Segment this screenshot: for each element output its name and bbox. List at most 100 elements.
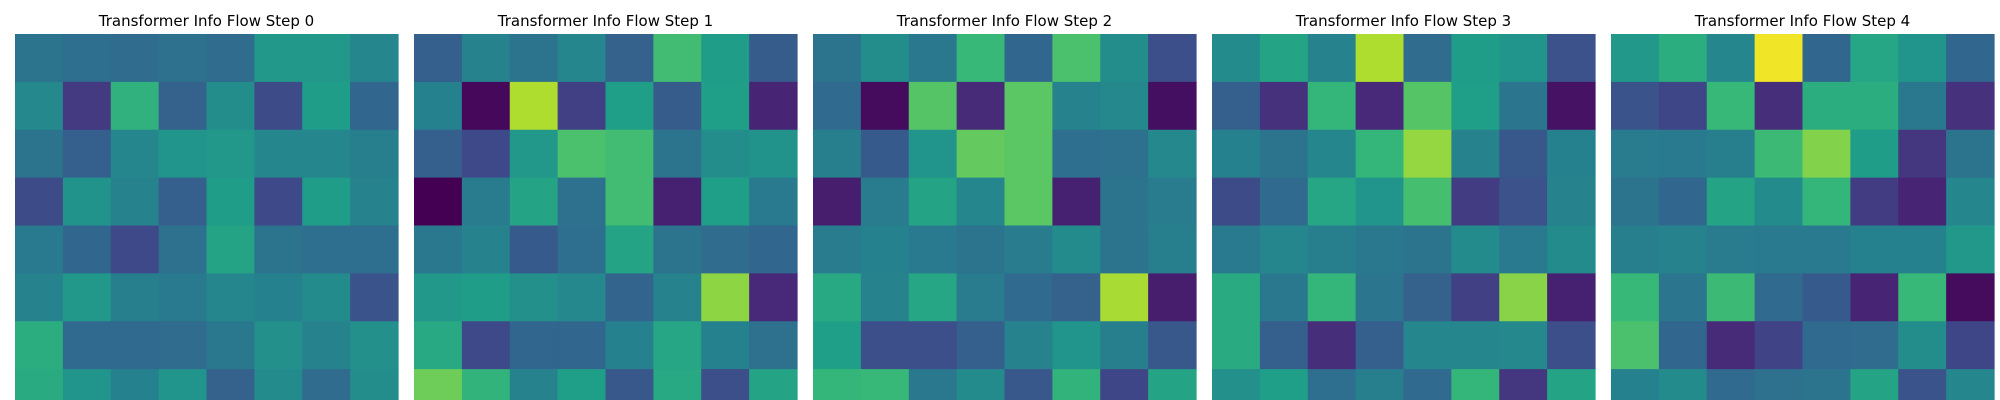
heatmap-cell <box>1355 225 1405 274</box>
heatmap-cell <box>1946 177 1995 227</box>
heatmap-cell <box>1611 177 1660 227</box>
heatmap-cell <box>1946 129 1995 179</box>
heatmap-cell <box>1403 177 1452 227</box>
heatmap-cell <box>1658 273 1708 322</box>
heatmap-cell <box>414 177 463 227</box>
heatmap-cell <box>302 369 351 400</box>
heatmap-cell <box>461 129 511 179</box>
panel-title: Transformer Info Flow Step 2 <box>896 12 1112 30</box>
heatmap-cell <box>1658 369 1708 400</box>
heatmap-cell <box>302 34 351 83</box>
heatmap-cell <box>1658 34 1708 83</box>
heatmap-cell <box>350 81 399 131</box>
heatmap-cell <box>701 225 750 274</box>
heatmap-cell <box>1946 225 1995 274</box>
heatmap-cell <box>908 81 958 131</box>
heatmap-cell <box>110 177 160 227</box>
heatmap-cell <box>1754 177 1804 227</box>
heatmap-cell <box>1802 34 1851 83</box>
panel-title: Transformer Info Flow Step 1 <box>497 12 713 30</box>
heatmap-cell <box>110 369 160 400</box>
heatmap-cell <box>414 81 463 131</box>
heatmap-cell <box>701 177 750 227</box>
heatmap-cell <box>1850 34 1899 83</box>
heatmap-cell <box>1706 225 1756 274</box>
heatmap-cell <box>302 129 351 179</box>
heatmap-panel-0: Transformer Info Flow Step 0 <box>15 12 399 400</box>
heatmap-cell <box>1148 369 1197 400</box>
heatmap-cell <box>302 225 351 274</box>
heatmap-cell <box>1611 369 1660 400</box>
heatmap-cell <box>461 81 511 131</box>
heatmap-cell <box>813 369 862 400</box>
heatmap-cell <box>749 177 798 227</box>
heatmap-cell <box>1355 129 1405 179</box>
heatmap-cell <box>350 34 399 83</box>
heatmap-cell <box>605 34 654 83</box>
heatmap-cell <box>350 273 399 322</box>
heatmap-cell <box>701 129 750 179</box>
heatmap-cell <box>557 273 607 322</box>
heatmap-cell <box>350 321 399 370</box>
heatmap-cell <box>62 321 112 370</box>
heatmap-cell <box>1499 81 1548 131</box>
heatmap-cell <box>1403 81 1452 131</box>
heatmap-cell <box>15 34 64 83</box>
heatmap-cell <box>1754 34 1804 83</box>
heatmap-cell <box>1148 273 1197 322</box>
heatmap-cell <box>1547 34 1596 83</box>
heatmap-cell <box>813 225 862 274</box>
heatmap-cell <box>1403 369 1452 400</box>
heatmap-cell <box>1148 225 1197 274</box>
heatmap-cell <box>956 369 1006 400</box>
heatmap-cell <box>1212 34 1261 83</box>
heatmap-cell <box>254 321 303 370</box>
heatmap-cell <box>1307 34 1357 83</box>
heatmap-panel-1: Transformer Info Flow Step 1 <box>414 12 798 400</box>
heatmap-cell <box>1898 369 1947 400</box>
heatmap-cell <box>62 129 112 179</box>
heatmap-cell <box>1706 273 1756 322</box>
heatmap-cell <box>653 225 702 274</box>
heatmap-cell <box>749 273 798 322</box>
heatmap-cell <box>302 321 351 370</box>
heatmap-cell <box>1403 225 1452 274</box>
heatmap-cell <box>956 81 1006 131</box>
heatmap-cell <box>509 321 559 370</box>
heatmap-cell <box>1451 225 1500 274</box>
heatmap-cell <box>908 225 958 274</box>
heatmap-cell <box>1946 34 1995 83</box>
heatmap-cell <box>1946 273 1995 322</box>
heatmap-cell <box>1451 129 1500 179</box>
heatmap-cell <box>1052 81 1101 131</box>
heatmap-cell <box>509 34 559 83</box>
heatmap-cell <box>1802 369 1851 400</box>
heatmap-cell <box>749 129 798 179</box>
heatmap-cell <box>1212 225 1261 274</box>
heatmap-cell <box>206 129 255 179</box>
heatmap-cell <box>62 177 112 227</box>
heatmap-cell <box>557 321 607 370</box>
heatmap-cell <box>1004 273 1053 322</box>
heatmap-cell <box>1052 273 1101 322</box>
heatmap-cell <box>1802 177 1851 227</box>
heatmap-cell <box>158 369 208 400</box>
heatmap-cell <box>1547 273 1596 322</box>
heatmap-cell <box>1212 81 1261 131</box>
heatmap-cell <box>1355 177 1405 227</box>
heatmap-cell <box>1802 273 1851 322</box>
heatmap-cell <box>62 225 112 274</box>
heatmap-cell <box>254 129 303 179</box>
heatmap-cell <box>956 129 1006 179</box>
heatmap-cell <box>461 34 511 83</box>
heatmap-cell <box>1100 177 1149 227</box>
heatmap-cell <box>1754 225 1804 274</box>
heatmap-panel-2: Transformer Info Flow Step 2 <box>813 12 1197 400</box>
heatmap-cell <box>15 81 64 131</box>
heatmap-cell <box>1499 129 1548 179</box>
heatmap-cell <box>15 321 64 370</box>
heatmap-cell <box>509 369 559 400</box>
panel-title: Transformer Info Flow Step 3 <box>1295 12 1511 30</box>
heatmap-cell <box>1259 321 1309 370</box>
heatmap-cell <box>1451 321 1500 370</box>
